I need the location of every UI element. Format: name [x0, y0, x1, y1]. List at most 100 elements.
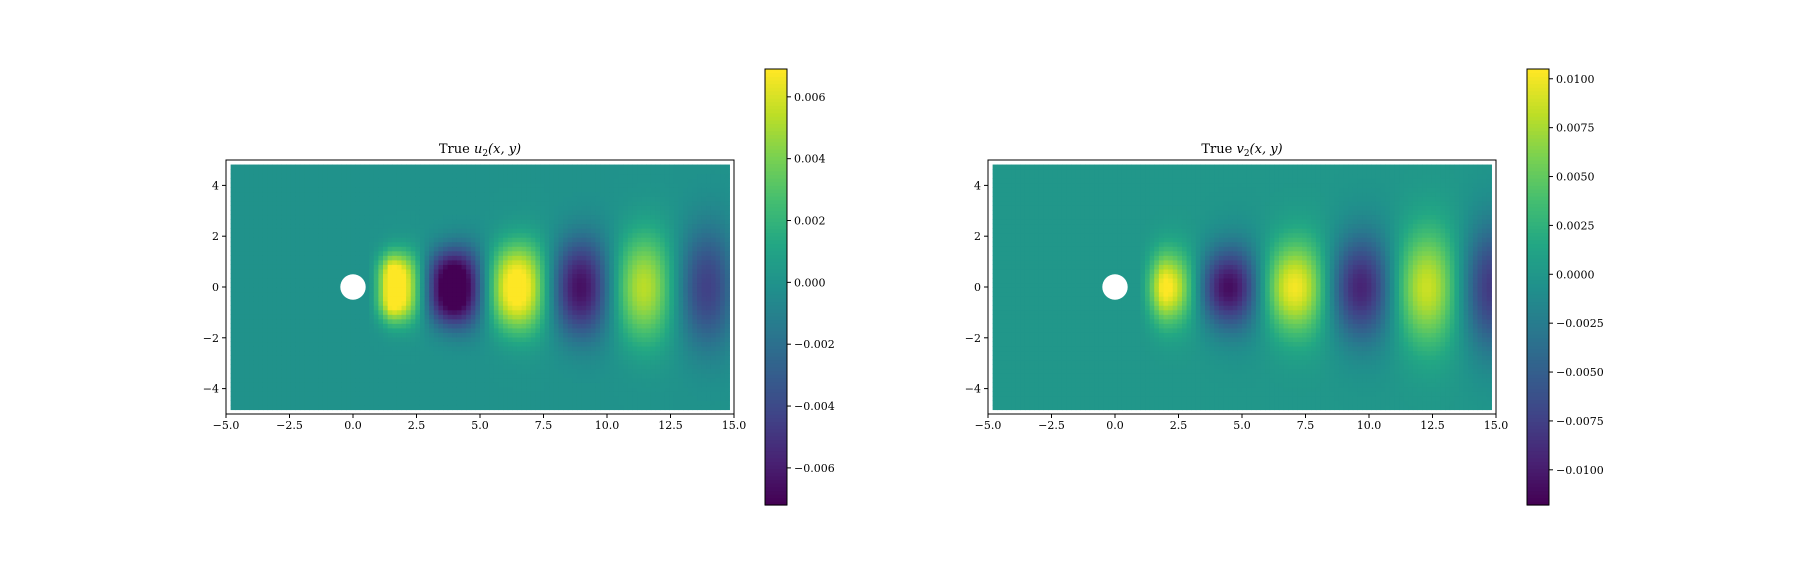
- heatmap-cell: [618, 327, 624, 333]
- heatmap-cell: [461, 187, 467, 193]
- heatmap-cell: [498, 368, 504, 374]
- heatmap-cell: [590, 241, 597, 247]
- heatmap-cell: [595, 345, 601, 352]
- heatmap-cell: [535, 359, 541, 365]
- heatmap-cell: [498, 291, 504, 297]
- heatmap-cell: [373, 241, 379, 247]
- heatmap-cell: [346, 359, 352, 365]
- heatmap-cell: [230, 373, 236, 379]
- heatmap-cell: [470, 318, 476, 324]
- heatmap-cell: [286, 314, 292, 320]
- heatmap-cell: [419, 205, 426, 211]
- heatmap-cell: [507, 214, 513, 220]
- heatmap-cell: [604, 214, 610, 220]
- heatmap-cell: [493, 232, 500, 238]
- heatmap-cell: [567, 191, 573, 197]
- heatmap-cell: [563, 228, 569, 234]
- heatmap-cell: [475, 182, 481, 188]
- heatmap-cell: [489, 223, 495, 229]
- u2-panel: True u2(x, y) −5.0 −2.5 0.0 2.5 5.0 7.5 10.0 12…: [203, 68, 835, 506]
- heatmap-cell: [590, 391, 597, 397]
- heatmap-cell: [540, 336, 546, 343]
- heatmap-cell: [493, 282, 500, 288]
- heatmap-cell: [526, 323, 532, 329]
- heatmap-cell: [290, 395, 296, 401]
- heatmap-cell: [304, 205, 310, 211]
- heatmap-cell: [493, 164, 500, 170]
- heatmap-cell: [567, 391, 573, 397]
- heatmap-cell: [632, 169, 638, 175]
- heatmap-cell: [401, 178, 407, 184]
- heatmap-cell: [373, 345, 379, 352]
- heatmap-cell: [544, 400, 550, 406]
- heatmap-cell: [313, 404, 319, 411]
- heatmap-cell: [355, 196, 361, 202]
- heatmap-cell: [452, 169, 458, 175]
- heatmap-cell: [512, 373, 518, 379]
- u2-heatmap: [230, 164, 730, 411]
- heatmap-cell: [627, 332, 633, 338]
- heatmap-cell: [364, 205, 370, 211]
- heatmap-cell: [383, 169, 389, 175]
- heatmap-cell: [576, 164, 583, 170]
- heatmap-cell: [230, 400, 236, 406]
- heatmap-cell: [530, 178, 537, 184]
- heatmap-cell: [600, 241, 606, 247]
- heatmap-cell: [563, 368, 569, 374]
- heatmap-cell: [544, 305, 550, 311]
- heatmap-cell: [604, 164, 610, 170]
- heatmap-cell: [272, 196, 278, 202]
- heatmap-cell: [641, 309, 647, 315]
- heatmap-cell: [244, 305, 250, 311]
- heatmap-cell: [549, 305, 555, 311]
- heatmap-cell: [512, 214, 518, 220]
- heatmap-cell: [396, 223, 403, 229]
- heatmap-cell: [516, 205, 523, 211]
- heatmap-cell: [355, 318, 361, 324]
- heatmap-cell: [637, 268, 643, 274]
- heatmap-cell: [387, 318, 393, 324]
- heatmap-cell: [239, 273, 246, 279]
- heatmap-cell: [336, 296, 343, 302]
- heatmap-cell: [452, 237, 458, 243]
- heatmap-cell: [646, 200, 652, 206]
- heatmap-cell: [438, 377, 444, 383]
- heatmap-cell: [392, 268, 398, 274]
- heatmap-cell: [475, 223, 481, 229]
- heatmap-cell: [239, 296, 246, 302]
- heatmap-cell: [576, 391, 583, 397]
- heatmap-cell: [641, 241, 647, 247]
- heatmap-cell: [249, 187, 255, 193]
- heatmap-cell: [299, 182, 306, 188]
- heatmap-cell: [309, 391, 315, 397]
- heatmap-cell: [281, 404, 287, 411]
- heatmap-cell: [498, 237, 504, 243]
- heatmap-cell: [637, 169, 643, 175]
- heatmap-cell: [235, 214, 241, 220]
- u2-chart-title: True u2(x, y): [439, 142, 521, 159]
- heatmap-cell: [526, 332, 532, 338]
- heatmap-cell: [646, 237, 652, 243]
- heatmap-cell: [410, 228, 416, 234]
- heatmap-cell: [516, 255, 523, 261]
- heatmap-cell: [553, 404, 560, 411]
- heatmap-cell: [521, 314, 527, 320]
- heatmap-cell: [613, 287, 620, 293]
- heatmap-cell: [613, 273, 620, 279]
- heatmap-cell: [239, 237, 246, 243]
- heatmap-cell: [623, 173, 629, 179]
- heatmap-cell: [461, 345, 467, 352]
- heatmap-cell: [567, 404, 573, 411]
- heatmap-cell: [410, 196, 416, 202]
- heatmap-cell: [600, 232, 606, 238]
- heatmap-cell: [553, 305, 560, 311]
- heatmap-cell: [623, 277, 629, 284]
- heatmap-cell: [526, 196, 532, 202]
- heatmap-cell: [623, 296, 629, 302]
- heatmap-cell: [503, 345, 509, 352]
- heatmap-cell: [433, 282, 440, 288]
- heatmap-cell: [581, 291, 587, 297]
- heatmap-cell: [521, 341, 527, 347]
- heatmap-cell: [392, 400, 398, 406]
- heatmap-cell: [336, 305, 343, 311]
